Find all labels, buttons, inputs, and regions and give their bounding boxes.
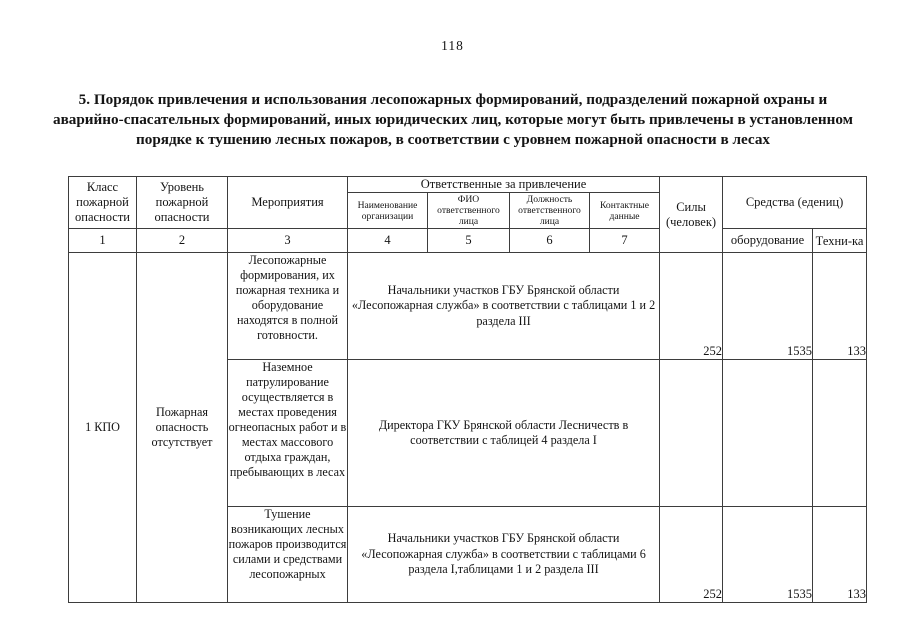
header-machinery: Техни-ка xyxy=(812,228,868,253)
column-number: 1 xyxy=(68,228,137,253)
header-forces: Силы (человек) xyxy=(659,176,724,253)
header-level: Уровень пожарной опасности xyxy=(136,176,228,229)
responsible-cell: Директора ГКУ Брянской области Лесничест… xyxy=(346,359,661,507)
header-activities: Мероприятия xyxy=(227,176,348,229)
column-number: 6 xyxy=(509,228,590,253)
class-value: 1 КПО xyxy=(68,252,137,603)
machinery-value: 133 xyxy=(812,506,868,603)
header-means-group: Средства (едениц) xyxy=(722,176,868,229)
activity-cell: Лесопожарные формирования, их пожарная т… xyxy=(227,252,348,360)
forces-value xyxy=(659,359,724,507)
level-value: Пожарная опасность отсутствует xyxy=(136,252,228,603)
table-row: Наземное патрулирование осуществляется в… xyxy=(69,359,868,507)
header-row-main: Класс пожарной опасности Уровень пожарно… xyxy=(68,176,868,253)
header-responsible-group: Ответственные за привлечение xyxy=(346,176,661,193)
column-number: 5 xyxy=(427,228,510,253)
page-number: 118 xyxy=(441,38,464,53)
fire-response-table: Класс пожарной опасности Уровень пожарно… xyxy=(68,176,868,603)
section-title: 5. Порядок привлечения и использования л… xyxy=(52,91,854,148)
responsible-cell: Начальники участков ГБУ Брянской области… xyxy=(346,506,661,603)
header-contacts: Контактные данные xyxy=(588,192,661,229)
table-row: 1 КПО Пожарная опасность отсутствует Лес… xyxy=(68,252,868,603)
forces-value: 252 xyxy=(659,506,724,603)
header-class: Класс пожарной опасности xyxy=(68,176,137,229)
header-equipment: оборудование xyxy=(722,228,814,253)
header-position: Должность ответственного лица xyxy=(509,192,590,229)
column-number: 7 xyxy=(588,228,661,253)
header-fio: ФИО ответственного лица xyxy=(427,192,510,229)
column-number: 2 xyxy=(136,228,228,253)
equipment-value: 1535 xyxy=(722,252,814,360)
column-number: 4 xyxy=(347,228,428,253)
table-row: Тушение возникающих лесных пожаров произ… xyxy=(69,506,868,603)
equipment-value xyxy=(722,359,814,507)
header-row-numbers: 1 2 3 4 5 6 7 оборудование Техни-ка xyxy=(68,228,868,253)
equipment-value: 1535 xyxy=(722,506,814,603)
forces-value: 252 xyxy=(659,252,724,360)
machinery-value: 133 xyxy=(812,252,868,360)
column-number: 3 xyxy=(227,228,348,253)
responsible-cell: Начальники участков ГБУ Брянской области… xyxy=(346,252,661,360)
activity-cell: Наземное патрулирование осуществляется в… xyxy=(227,359,348,507)
machinery-value xyxy=(812,359,868,507)
activity-cell: Тушение возникающих лесных пожаров произ… xyxy=(227,506,348,603)
header-org-name: Наименование организации xyxy=(347,192,428,229)
